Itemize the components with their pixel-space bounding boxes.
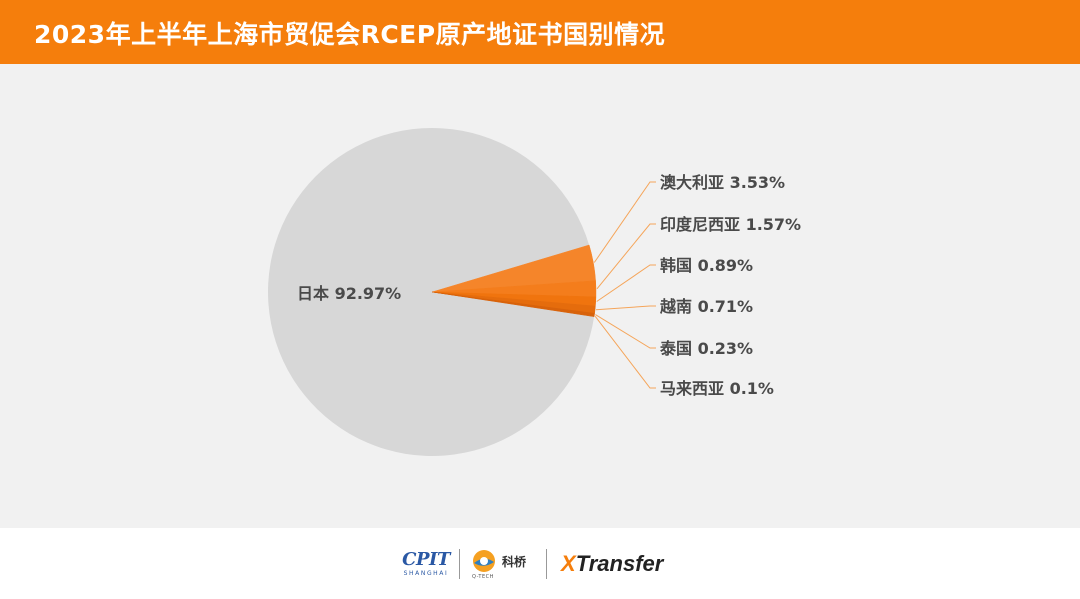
logo-row: CPIT SHANGHAI 科桥 Q-TECH XTransfer bbox=[393, 545, 693, 585]
logo-divider bbox=[546, 549, 547, 579]
pie-slice-马来西亚 bbox=[431, 291, 595, 317]
cpit-logo-text: CPIT bbox=[402, 549, 450, 570]
kejiao-logo-text: 科桥 bbox=[502, 555, 527, 569]
logo-divider bbox=[459, 549, 460, 579]
xtransfer-logo-text: Transfer bbox=[575, 551, 664, 576]
leader-line-越南 bbox=[595, 305, 656, 311]
leader-line-澳大利亚 bbox=[593, 181, 656, 263]
kejiao-logo: 科桥 Q-TECH bbox=[472, 547, 538, 581]
footer bbox=[0, 528, 1080, 599]
data-label-印度尼西亚: 印度尼西亚 1.57% bbox=[660, 215, 801, 234]
leader-line-印度尼西亚 bbox=[596, 223, 656, 290]
kejiao-mark-icon bbox=[473, 550, 495, 572]
leader-line-韩国 bbox=[596, 264, 656, 302]
cpit-logo: CPIT SHANGHAI bbox=[393, 547, 459, 581]
cpit-logo-subtext: SHANGHAI bbox=[403, 570, 449, 577]
pie-chart: 澳大利亚 3.53% 印度尼西亚 1.57% 韩国 0.89% 越南 0.71% 泰国 … bbox=[267, 127, 801, 456]
chart-panel: 澳大利亚 3.53% 印度尼西亚 1.57% 韩国 0.89% 越南 0.71% 泰国 … bbox=[0, 64, 1080, 528]
data-label-马来西亚: 马来西亚 0.1% bbox=[660, 379, 774, 398]
xtransfer-logo: XTransfer bbox=[561, 551, 663, 577]
data-label-韩国: 韩国 0.89% bbox=[660, 256, 753, 275]
page-title: 2023年上半年上海市贸促会RCEP原产地证书国别情况 bbox=[34, 20, 666, 49]
header-bar: 2023年上半年上海市贸促会RCEP原产地证书国别情况 bbox=[0, 0, 1080, 64]
data-label-越南: 越南 0.71% bbox=[659, 297, 753, 316]
data-label-日本: 日本 92.97% bbox=[297, 284, 401, 303]
leader-line-泰国 bbox=[595, 314, 656, 349]
data-label-泰国: 泰国 0.23% bbox=[659, 339, 753, 358]
data-label-澳大利亚: 澳大利亚 3.53% bbox=[660, 173, 785, 192]
leader-line-马来西亚 bbox=[594, 315, 656, 389]
pie-slice-日本 bbox=[267, 127, 595, 456]
kejiao-logo-subtext: Q-TECH bbox=[472, 574, 494, 580]
xtransfer-logo-x: X bbox=[561, 551, 576, 576]
